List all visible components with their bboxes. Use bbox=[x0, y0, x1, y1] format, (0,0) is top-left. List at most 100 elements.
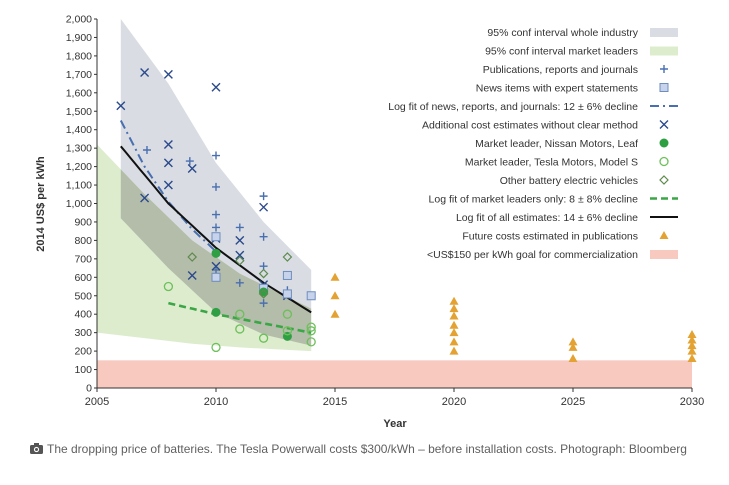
additional-point bbox=[187, 270, 197, 280]
additional-point bbox=[116, 101, 126, 111]
legend-swatch bbox=[650, 250, 678, 259]
y-tick-label: 2,000 bbox=[66, 14, 92, 26]
additional-point bbox=[211, 261, 221, 271]
legend-item: <US$150 per kWh goal for commercializati… bbox=[427, 249, 678, 261]
tesla-point bbox=[258, 333, 269, 343]
other_ev-point bbox=[282, 252, 293, 262]
tesla-point bbox=[306, 322, 316, 332]
camera-icon bbox=[30, 443, 43, 454]
future-point bbox=[687, 329, 697, 338]
y-tick-label: 1,200 bbox=[66, 161, 92, 173]
legend-marker bbox=[660, 65, 668, 73]
series-other_ev bbox=[187, 252, 293, 299]
y-tick-label: 200 bbox=[74, 346, 92, 358]
legend: 95% conf interval whole industry 95% conf… bbox=[388, 27, 678, 261]
y-tick-label: 800 bbox=[74, 235, 92, 247]
all-log-fit-line bbox=[120, 145, 312, 314]
publications-point bbox=[212, 210, 220, 219]
tesla-point bbox=[282, 326, 293, 336]
legend-item: Market leader, Tesla Motors, Model S bbox=[465, 156, 669, 169]
publications-point bbox=[235, 223, 244, 232]
y-tick-label: 900 bbox=[74, 216, 92, 228]
caption: The dropping price of batteries. The Tes… bbox=[30, 441, 710, 458]
legend-label: Future costs estimated in publications bbox=[462, 231, 638, 243]
y-tick-label: 400 bbox=[74, 309, 92, 321]
news-point bbox=[306, 291, 316, 301]
future-point bbox=[330, 291, 340, 300]
x-axis-label: Year bbox=[383, 418, 407, 430]
legend-item: Market leader, Nissan Motors, Leaf bbox=[475, 138, 669, 150]
publications-point bbox=[259, 299, 268, 308]
additional-point bbox=[235, 250, 245, 260]
nissan-point bbox=[211, 307, 221, 317]
additional-point bbox=[211, 82, 221, 92]
legend-item: Other battery electric vehicles bbox=[500, 175, 669, 187]
legend-item: 95% conf interval whole industry bbox=[487, 27, 678, 39]
additional-point bbox=[163, 139, 173, 149]
tesla-point bbox=[235, 309, 245, 319]
news-log-fit-line bbox=[119, 120, 217, 253]
future-point bbox=[449, 320, 459, 329]
legend-label: Log fit of all estimates: 14 ± 6% declin… bbox=[456, 212, 638, 224]
y-tick-label: 1,800 bbox=[66, 50, 92, 62]
future-point bbox=[330, 309, 340, 318]
legend-marker bbox=[659, 156, 669, 167]
legend-marker bbox=[659, 138, 669, 148]
legend-swatch bbox=[650, 46, 678, 56]
series-publications bbox=[142, 145, 292, 308]
y-tick-label: 100 bbox=[74, 364, 92, 376]
future-point bbox=[568, 342, 578, 351]
y-tick-label: 1,100 bbox=[66, 180, 92, 192]
y-tick-label: 1,500 bbox=[66, 106, 92, 118]
series-future bbox=[330, 272, 697, 362]
publications-point bbox=[212, 151, 220, 160]
publications-point bbox=[212, 182, 220, 191]
legend-label: Other battery electric vehicles bbox=[500, 175, 638, 187]
legend-item: Log fit of news, reports, and journals: … bbox=[388, 101, 678, 113]
legend-label: Log fit of market leaders only: 8 ± 8% d… bbox=[429, 194, 639, 206]
data-points bbox=[116, 68, 697, 362]
x-tick-label: 2030 bbox=[680, 396, 704, 408]
x-tick-label: 2015 bbox=[323, 396, 347, 408]
future-point bbox=[687, 346, 697, 355]
legend-label: Additional cost estimates without clear … bbox=[422, 120, 638, 132]
future-point bbox=[449, 337, 459, 346]
legend-marker bbox=[659, 120, 669, 129]
legend-item: Publications, reports and journals bbox=[483, 64, 668, 76]
additional-point bbox=[163, 180, 173, 190]
y-tick-label: 1,600 bbox=[66, 87, 92, 99]
legend-marker bbox=[659, 231, 669, 239]
additional-point bbox=[140, 193, 150, 203]
future-point bbox=[449, 328, 459, 337]
legend-item: Log fit of all estimates: 14 ± 6% declin… bbox=[456, 212, 678, 224]
additional-point bbox=[259, 202, 269, 212]
y-tick-label: 0 bbox=[86, 383, 92, 395]
legend-swatch bbox=[650, 28, 678, 37]
publications-point bbox=[259, 232, 268, 241]
legend-label: News items with expert statements bbox=[476, 83, 638, 95]
legend-label: Log fit of news, reports, and journals: … bbox=[388, 101, 638, 113]
axes: 0 100 200 300 400 500 600 700 800 900 1,000 1,100 1,… bbox=[66, 14, 705, 409]
future-point bbox=[449, 296, 459, 305]
legend-item: Additional cost estimates without clear … bbox=[422, 120, 669, 132]
future-point bbox=[330, 272, 340, 281]
other_ev-point bbox=[258, 268, 269, 279]
legend-item: 95% conf interval market leaders bbox=[485, 46, 678, 58]
legend-marker bbox=[659, 83, 669, 92]
future-point bbox=[687, 335, 697, 344]
x-tick-label: 2005 bbox=[85, 396, 109, 408]
future-point bbox=[449, 304, 459, 313]
x-tick-label: 2020 bbox=[442, 396, 466, 408]
y-tick-label: 1,900 bbox=[66, 32, 92, 44]
nissan-point bbox=[259, 287, 269, 297]
future-point bbox=[449, 311, 459, 320]
tesla-point bbox=[306, 337, 316, 347]
tesla-point bbox=[235, 324, 245, 334]
news-point bbox=[282, 270, 292, 280]
y-tick-label: 600 bbox=[74, 272, 92, 284]
additional-point bbox=[163, 158, 173, 168]
tesla-point bbox=[163, 281, 174, 292]
nissan-point bbox=[211, 248, 221, 258]
tesla-point bbox=[211, 342, 221, 353]
news-point bbox=[211, 232, 221, 242]
